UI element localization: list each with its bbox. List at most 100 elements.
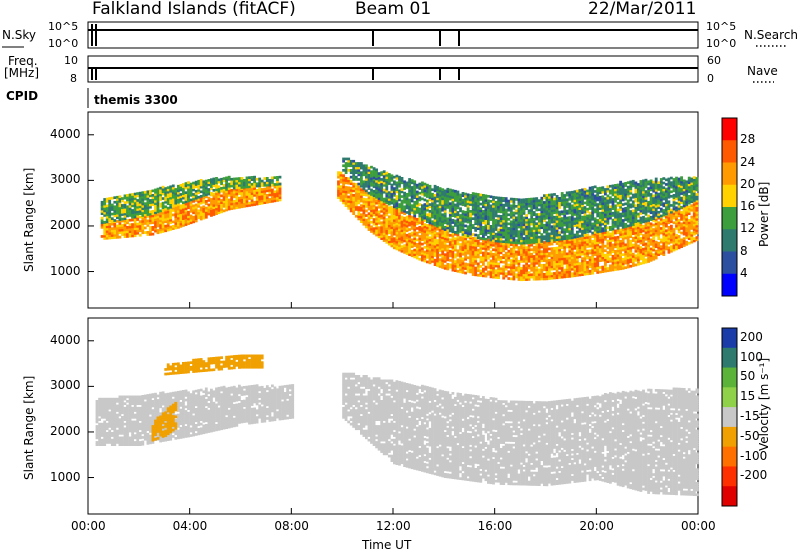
power-cell [489, 206, 493, 210]
power-cell [255, 195, 259, 199]
power-cell [604, 260, 607, 264]
power-cell [588, 207, 592, 210]
power-cell [451, 239, 455, 242]
power-cell [426, 231, 429, 234]
power-cell [484, 221, 488, 225]
power-cell [601, 200, 605, 203]
power-cell [596, 226, 600, 229]
power-cell [565, 252, 569, 256]
power-cell [387, 195, 391, 199]
power-cell [436, 259, 439, 263]
power-cell [189, 203, 193, 206]
power-cell [670, 231, 673, 235]
power-cell [448, 265, 452, 269]
power-cell [497, 251, 500, 254]
power-cell [543, 230, 546, 234]
power-cell [532, 255, 536, 258]
power-cell [614, 190, 617, 194]
power-cell [105, 200, 109, 203]
power-cell [515, 241, 518, 245]
power-cell [494, 241, 498, 245]
power-cell [385, 187, 389, 191]
power-cell [408, 187, 411, 190]
power-cell [151, 221, 155, 225]
power-cell [380, 230, 384, 234]
power-cell [362, 169, 366, 172]
power-cell [253, 191, 256, 195]
power-cell [489, 200, 493, 203]
power-cell [535, 199, 539, 203]
power-cell [398, 184, 401, 188]
power-cell [217, 180, 221, 184]
power-cell [390, 210, 394, 214]
power-cell [682, 212, 686, 215]
power-cell [619, 228, 622, 232]
power-cell [512, 248, 516, 251]
power-cell [169, 187, 173, 191]
power-cell [558, 206, 561, 209]
power-cell [604, 206, 607, 210]
power-cell [113, 214, 117, 218]
power-cell [662, 237, 666, 240]
power-cell [263, 177, 267, 180]
power-cell [596, 203, 600, 206]
power-cell [695, 231, 699, 235]
power-cell [540, 203, 544, 207]
power-cell [527, 243, 531, 247]
power-cell [194, 196, 198, 200]
power-cell [634, 245, 638, 248]
power-cell [624, 266, 628, 269]
power-cell [118, 200, 122, 203]
power-cell [428, 225, 432, 228]
power-cell [532, 240, 536, 244]
power-cell [222, 186, 226, 189]
power-cell [558, 244, 561, 247]
power-cell [278, 182, 282, 186]
power-cell [492, 214, 495, 217]
power-cell [215, 188, 218, 191]
power-cell [212, 177, 216, 181]
power-cell [487, 201, 490, 205]
power-cell [385, 176, 389, 179]
power-cell [408, 253, 411, 256]
power-cell [532, 275, 536, 279]
power-cell [545, 272, 549, 276]
power-cell [337, 194, 340, 197]
power-cell [438, 196, 442, 199]
power-cell [675, 233, 678, 237]
power-cell [403, 194, 406, 197]
power-cell [278, 187, 282, 190]
power-cell [502, 272, 506, 275]
power-cell [565, 200, 569, 204]
power-cell [662, 223, 666, 227]
power-cell [601, 245, 605, 248]
power-cell [410, 215, 414, 219]
power-cell [619, 205, 622, 209]
power-cell [647, 246, 650, 250]
power-cell [652, 232, 656, 236]
power-cell [581, 239, 584, 242]
power-cell [342, 192, 345, 196]
power-cell [443, 230, 447, 234]
power-cell [423, 214, 427, 218]
power-cell [413, 219, 417, 222]
power-cell [596, 268, 600, 272]
power-cell [454, 189, 457, 193]
power-cell [604, 222, 607, 225]
power-cell [100, 235, 104, 238]
power-cell [614, 204, 617, 208]
power-cell [428, 254, 432, 258]
power-cell [184, 214, 188, 217]
power-cell [535, 240, 539, 244]
power-cell [410, 188, 414, 191]
power-cell [238, 181, 241, 185]
power-cell [487, 231, 490, 235]
power-cell [464, 255, 467, 259]
power-cell [426, 246, 429, 250]
power-cell [512, 204, 516, 208]
power-cell [108, 201, 112, 205]
power-cell [370, 198, 373, 201]
power-cell [649, 259, 653, 262]
power-cell [448, 220, 452, 224]
power-cell [421, 218, 424, 221]
